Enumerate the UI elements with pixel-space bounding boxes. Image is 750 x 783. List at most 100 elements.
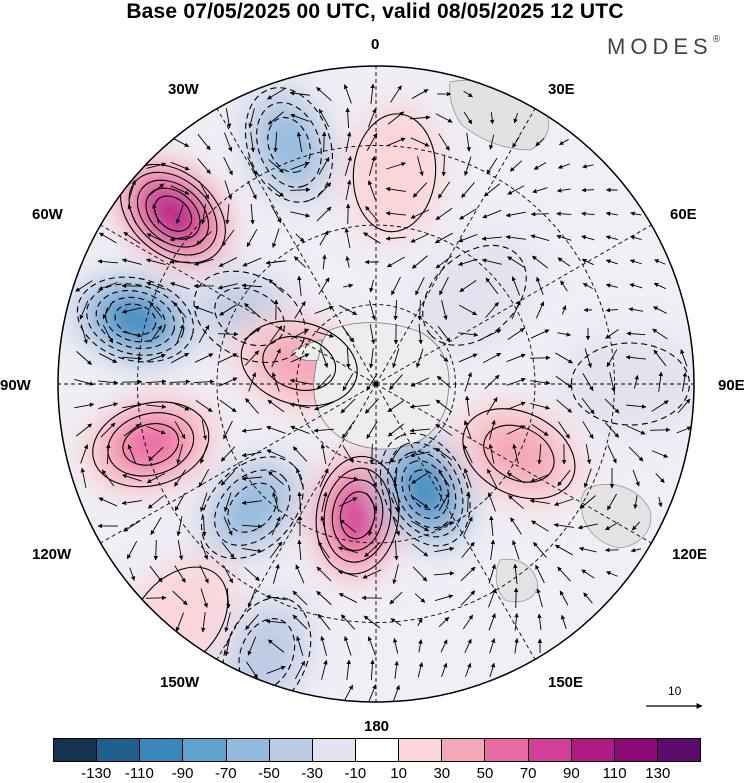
polar-stereographic-map	[57, 65, 695, 703]
wind-vector-arrow	[366, 373, 378, 391]
wind-vector-arrow	[559, 590, 569, 606]
wind-vector-arrow	[581, 211, 595, 216]
wind-vector-arrow	[318, 541, 330, 559]
wind-vector-arrow	[267, 399, 285, 413]
wind-vector-arrow	[268, 471, 284, 485]
contour-line	[137, 179, 209, 248]
wind-vector-arrow	[292, 614, 308, 630]
wind-vector-arrow	[605, 283, 618, 288]
wind-vector-arrow	[221, 541, 235, 559]
contour-line	[240, 320, 358, 407]
wind-vector-arrow	[556, 188, 571, 193]
wind-vector-arrow	[490, 539, 496, 560]
contour-line	[401, 460, 450, 520]
wind-vector-arrow	[194, 353, 214, 363]
wind-vector-arrow	[440, 639, 448, 653]
colorbar-swatch	[226, 739, 270, 761]
wind-vector-arrow	[319, 230, 329, 246]
wind-vector-arrow	[265, 594, 286, 601]
wind-vector-arrow	[199, 564, 209, 584]
wind-vector-arrow	[193, 258, 214, 266]
wind-vector-arrow	[345, 107, 350, 129]
lon-label-60e: 60E	[670, 206, 697, 223]
wind-vector-arrow	[345, 179, 352, 200]
wind-vector-arrow	[507, 327, 525, 341]
wind-vector-arrow	[481, 236, 502, 241]
wind-vector-arrow	[170, 161, 190, 171]
wind-vector-arrow	[632, 469, 640, 487]
wind-vector-arrow	[217, 331, 239, 337]
wind-vector-arrow	[267, 639, 285, 653]
wind-vector-arrow	[530, 473, 550, 483]
wind-vector-arrow	[512, 540, 520, 560]
wind-vector-arrow	[269, 325, 283, 343]
wind-vector-arrow	[652, 328, 668, 340]
wind-vector-arrow	[293, 256, 307, 268]
wind-vector-arrow	[340, 614, 356, 630]
wind-vector-arrow	[272, 491, 280, 512]
wind-vector-arrow	[392, 348, 400, 369]
wind-vector-arrow	[241, 524, 263, 529]
wind-vector-arrow	[338, 476, 359, 482]
wind-vector-arrow	[391, 276, 401, 296]
wind-vector-arrow	[513, 112, 519, 124]
wind-vector-arrow	[102, 301, 114, 320]
wind-vector-arrow	[241, 451, 262, 458]
wind-vector-arrow	[241, 283, 263, 288]
wind-vector-arrow	[369, 279, 374, 293]
contour-line	[262, 335, 337, 391]
contour-line	[86, 283, 185, 356]
colorbar-tick-label: 10	[390, 765, 407, 782]
wind-vector-arrow	[556, 211, 572, 217]
wind-vector-arrow	[367, 636, 376, 656]
wind-vector-arrow	[101, 469, 115, 487]
wind-vector-arrow	[415, 276, 425, 296]
wind-vector-arrow	[169, 235, 190, 242]
wind-vector-arrow	[80, 324, 88, 345]
wind-vector-arrow	[218, 353, 238, 363]
wind-vector-arrow	[582, 373, 594, 392]
wind-vector-arrow	[386, 256, 405, 268]
wind-vector-arrow	[486, 157, 498, 175]
wind-vector-arrow	[177, 540, 184, 561]
contour-line	[256, 102, 322, 188]
wind-vector-arrow	[342, 373, 354, 392]
wind-vector-arrow	[370, 659, 375, 681]
wind-vector-arrow	[226, 587, 231, 609]
wind-vector-arrow	[556, 399, 572, 413]
wind-vector-arrow	[489, 662, 496, 677]
wind-vector-arrow	[316, 374, 332, 390]
wind-vector-arrow	[392, 492, 401, 512]
wind-vector-arrow	[369, 348, 374, 369]
wind-vector-arrow	[631, 521, 641, 531]
wind-vector-arrow	[322, 254, 327, 270]
wind-vector-arrow	[506, 353, 526, 363]
south-pole-marker	[374, 382, 378, 386]
wind-vector-arrow	[242, 547, 263, 554]
wind-vector-arrow	[435, 113, 453, 123]
wind-vector-arrow	[341, 325, 355, 343]
wind-vector-arrow	[460, 590, 476, 606]
wind-vector-arrow	[557, 163, 570, 169]
wind-vector-arrow	[390, 85, 402, 103]
wind-vector-arrow	[224, 612, 231, 633]
wind-vector-arrow	[410, 209, 430, 219]
lon-label-90w: 90W	[0, 377, 31, 394]
wind-vector-arrow	[486, 397, 498, 415]
wind-vector-arrow	[459, 208, 477, 220]
wind-vector-arrow	[121, 258, 142, 265]
wind-vector-arrow	[366, 421, 378, 439]
colorbar-tick-label: -30	[301, 765, 324, 782]
wind-vector-arrow	[386, 162, 406, 170]
wind-vector-arrow	[320, 515, 327, 536]
wind-vector-arrow	[385, 236, 407, 241]
wind-vector-arrow	[628, 307, 644, 312]
wind-vector-arrow	[247, 636, 257, 656]
wind-vector-arrow	[435, 423, 453, 437]
wind-vector-arrow	[410, 233, 430, 243]
wind-vector-arrow	[458, 234, 478, 243]
wind-vector-arrow	[200, 540, 209, 560]
colorbar-swatch	[614, 739, 658, 761]
wind-vector-arrow	[580, 495, 596, 509]
lon-label-180: 180	[364, 718, 390, 735]
